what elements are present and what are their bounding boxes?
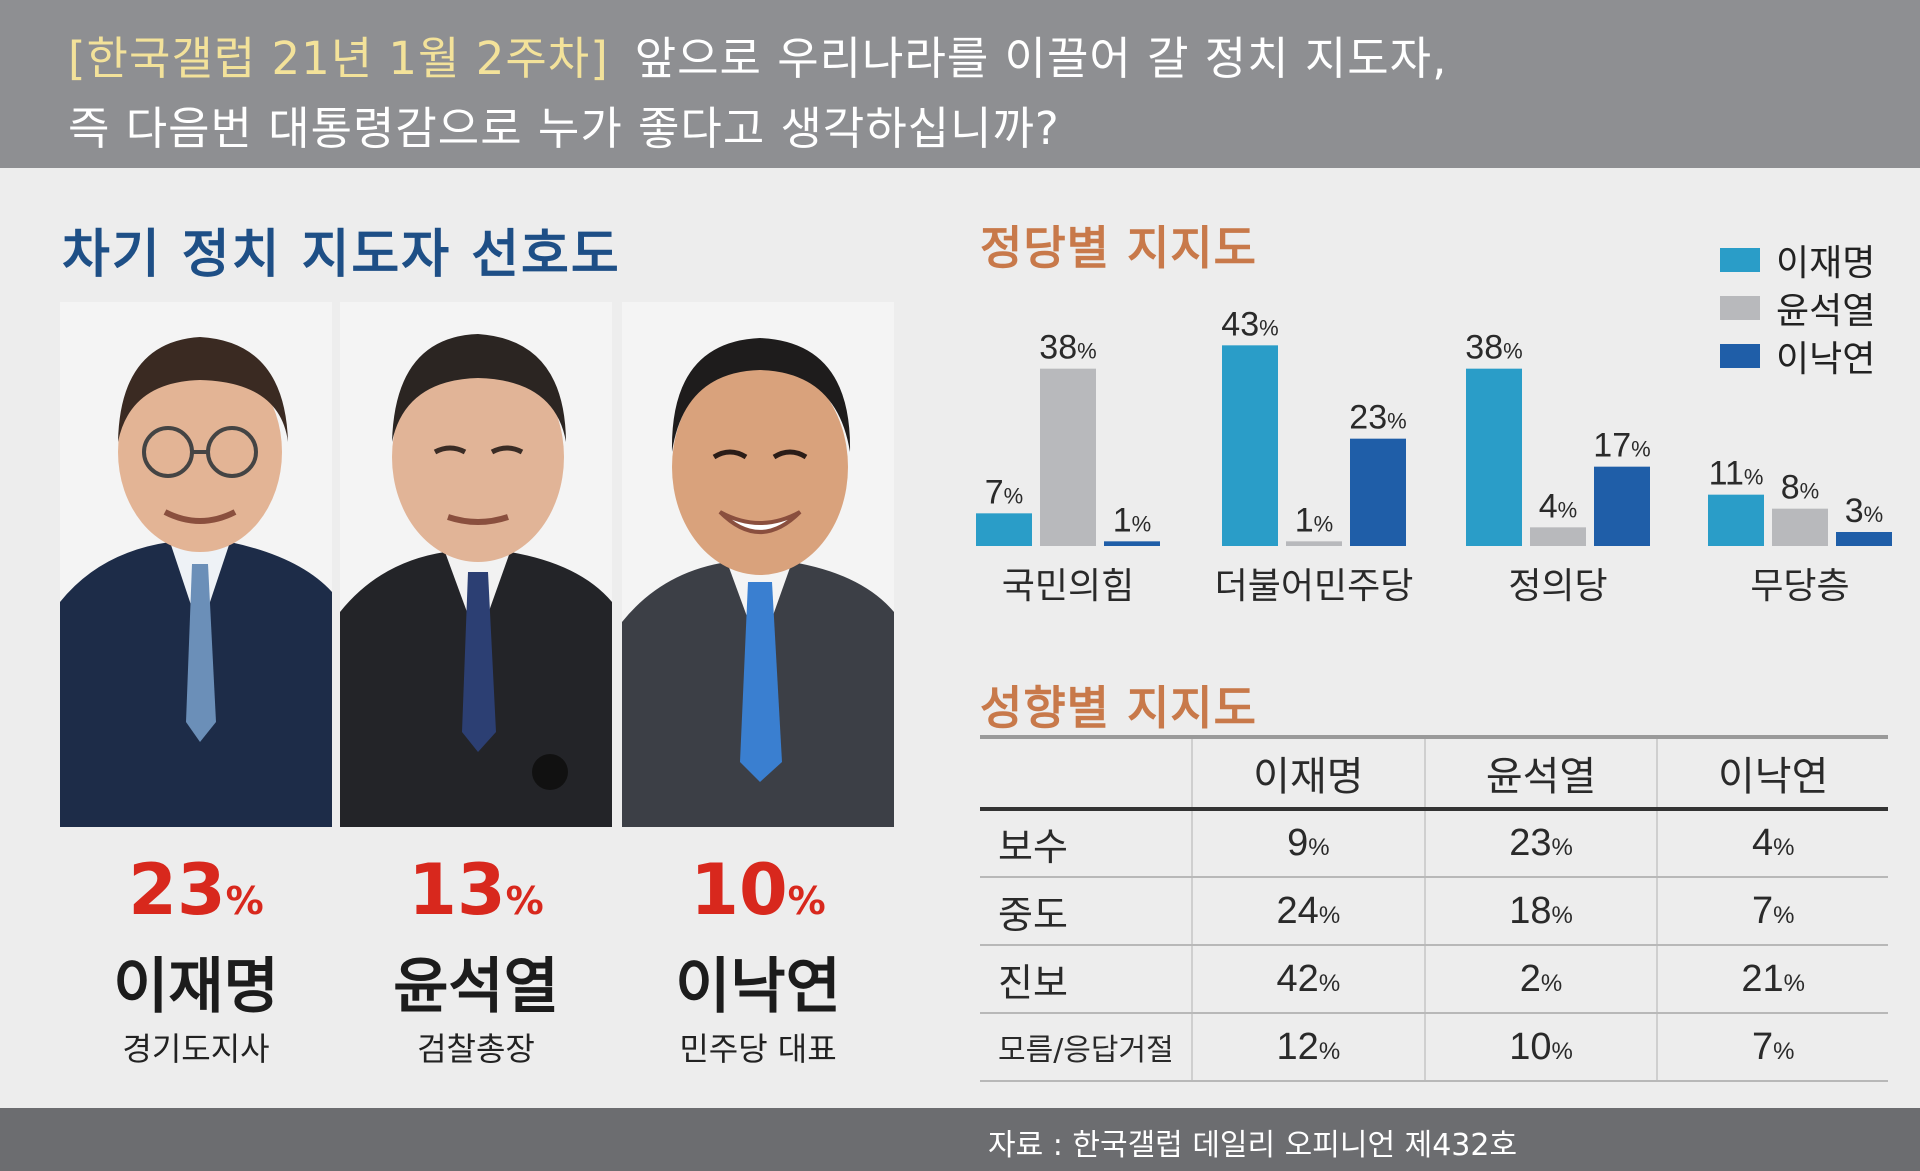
party-support-bar-chart: 7% 38% 1% 국민의힘 43% 1% 23% 더불어민주당 38% 4% 17% 정의당 11% 8… (976, 305, 1892, 607)
footer-bar: 자료 : 한국갤럽 데일리 오피니언 제432호 (0, 1108, 1920, 1171)
candidate-photo-lee-jm (60, 302, 332, 827)
candidate-role: 민주당 대표 (679, 1030, 837, 1068)
bar (1286, 541, 1342, 546)
bar (1350, 438, 1406, 546)
candidate-percent: 13% (408, 849, 544, 931)
candidate-percent: 10% (690, 849, 826, 931)
legend-item: 이낙연 (1720, 332, 1875, 380)
table-header-row: 이재명 윤석열 이낙연 (980, 735, 1888, 811)
header-line-1: [한국갤럽 21년 1월 2주차] 앞으로 우리나라를 이끌어 갈 정치 지도자, (68, 22, 1447, 87)
bar (1222, 345, 1278, 546)
bar (1104, 541, 1160, 546)
table-cell: 7% (1656, 877, 1888, 946)
candidate-name: 이재명 (113, 952, 279, 1022)
table-row: 보수 9% 23% 4% (980, 809, 1888, 878)
legend-label: 이재명 (1776, 243, 1876, 284)
chart-legend: 이재명 윤석열 이낙연 (1720, 236, 1875, 380)
table-header-cell: 윤석열 (1423, 735, 1658, 811)
bar-value-label: 38% (1039, 329, 1096, 367)
source-footnote: 자료 : 한국갤럽 데일리 오피니언 제432호 (988, 1128, 1518, 1163)
category-label: 정의당 (1508, 566, 1607, 607)
row-label: 중도 (980, 877, 1192, 946)
bar (1040, 368, 1096, 546)
legend-label: 윤석열 (1776, 291, 1876, 332)
table-header-cell: 이낙연 (1656, 735, 1888, 811)
table-cell: 2% (1423, 945, 1658, 1014)
table-cell: 21% (1656, 945, 1888, 1014)
row-label: 진보 (980, 945, 1192, 1014)
table-row: 중도 24% 18% 7% (980, 877, 1888, 946)
bar-value-label: 1% (1113, 501, 1151, 539)
table-cell: 23% (1423, 809, 1658, 878)
bar-value-label: 43% (1221, 305, 1278, 343)
candidate-name: 윤석열 (393, 952, 559, 1022)
row-label: 보수 (980, 809, 1192, 878)
table-row: 모름/응답거절 12% 10% 7% (980, 1013, 1888, 1082)
candidate-card-lee-ny: 10% 이낙연 민주당 대표 (622, 850, 894, 1069)
candidate-photo-yoon (340, 302, 612, 827)
party-chart-title: 정당별 지지도 (980, 221, 1257, 275)
question-line-2: 즉 다음번 대통령감으로 누가 좋다고 생각하십니까? (68, 102, 1060, 155)
table-cell: 18% (1423, 877, 1658, 946)
table-header-cell (980, 735, 1192, 811)
candidate-role: 검찰총장 (417, 1030, 535, 1068)
bar-value-label: 38% (1465, 329, 1522, 367)
bar (1594, 466, 1650, 546)
category-label: 무당층 (1750, 566, 1849, 607)
table-header-cell: 이재명 (1191, 735, 1425, 811)
bar (1466, 368, 1522, 546)
survey-source-tag: [한국갤럽 21년 1월 2주차] (68, 32, 609, 85)
bar-value-label: 3% (1845, 492, 1883, 530)
bar-value-label: 7% (985, 473, 1023, 511)
category-label: 더불어민주당 (1215, 566, 1414, 607)
candidate-name: 이낙연 (675, 952, 841, 1022)
candidate-card-yoon: 13% 윤석열 검찰총장 (340, 850, 612, 1069)
question-line-1: 앞으로 우리나라를 이끌어 갈 정치 지도자, (634, 32, 1448, 85)
candidate-photo-lee-ny (622, 302, 894, 827)
table-cell: 10% (1423, 1013, 1658, 1082)
candidate-card-lee-jm: 23% 이재명 경기도지사 (60, 850, 332, 1069)
table-cell: 4% (1656, 809, 1888, 878)
bar (1772, 508, 1828, 546)
candidate-percent: 23% (128, 849, 264, 931)
bar-value-label: 1% (1295, 501, 1333, 539)
legend-item: 윤석열 (1720, 284, 1875, 332)
bar (976, 513, 1032, 546)
bar (1836, 532, 1892, 546)
legend-label: 이낙연 (1776, 339, 1876, 380)
bar (1530, 527, 1586, 546)
table-cell: 7% (1656, 1013, 1888, 1082)
table-row: 진보 42% 2% 21% (980, 945, 1888, 1014)
legend-swatch (1720, 296, 1760, 320)
bar (1708, 494, 1764, 546)
table-cell: 24% (1191, 877, 1425, 946)
left-section-title: 차기 정치 지도자 선호도 (62, 225, 621, 285)
category-label: 국민의힘 (1002, 566, 1134, 607)
ideology-table-title: 성향별 지지도 (980, 681, 1257, 735)
table-cell: 9% (1191, 809, 1425, 878)
bar-value-label: 8% (1781, 469, 1819, 507)
header-banner: [한국갤럽 21년 1월 2주차] 앞으로 우리나라를 이끌어 갈 정치 지도자,… (0, 0, 1920, 168)
table-cell: 42% (1191, 945, 1425, 1014)
candidate-role: 경기도지사 (122, 1030, 270, 1068)
bar-value-label: 17% (1593, 427, 1650, 465)
legend-swatch (1720, 344, 1760, 368)
bar-value-label: 4% (1539, 487, 1577, 525)
row-label: 모름/응답거절 (980, 1013, 1192, 1082)
legend-item: 이재명 (1720, 236, 1875, 284)
legend-swatch (1720, 248, 1760, 272)
bar-value-label: 23% (1349, 399, 1406, 437)
table-cell: 12% (1191, 1013, 1425, 1082)
bar-value-label: 11% (1709, 455, 1764, 493)
ideology-support-table: 이재명 윤석열 이낙연 보수 9% 23% 4% 중도 24% 18% 7% 진… (980, 735, 1888, 1082)
